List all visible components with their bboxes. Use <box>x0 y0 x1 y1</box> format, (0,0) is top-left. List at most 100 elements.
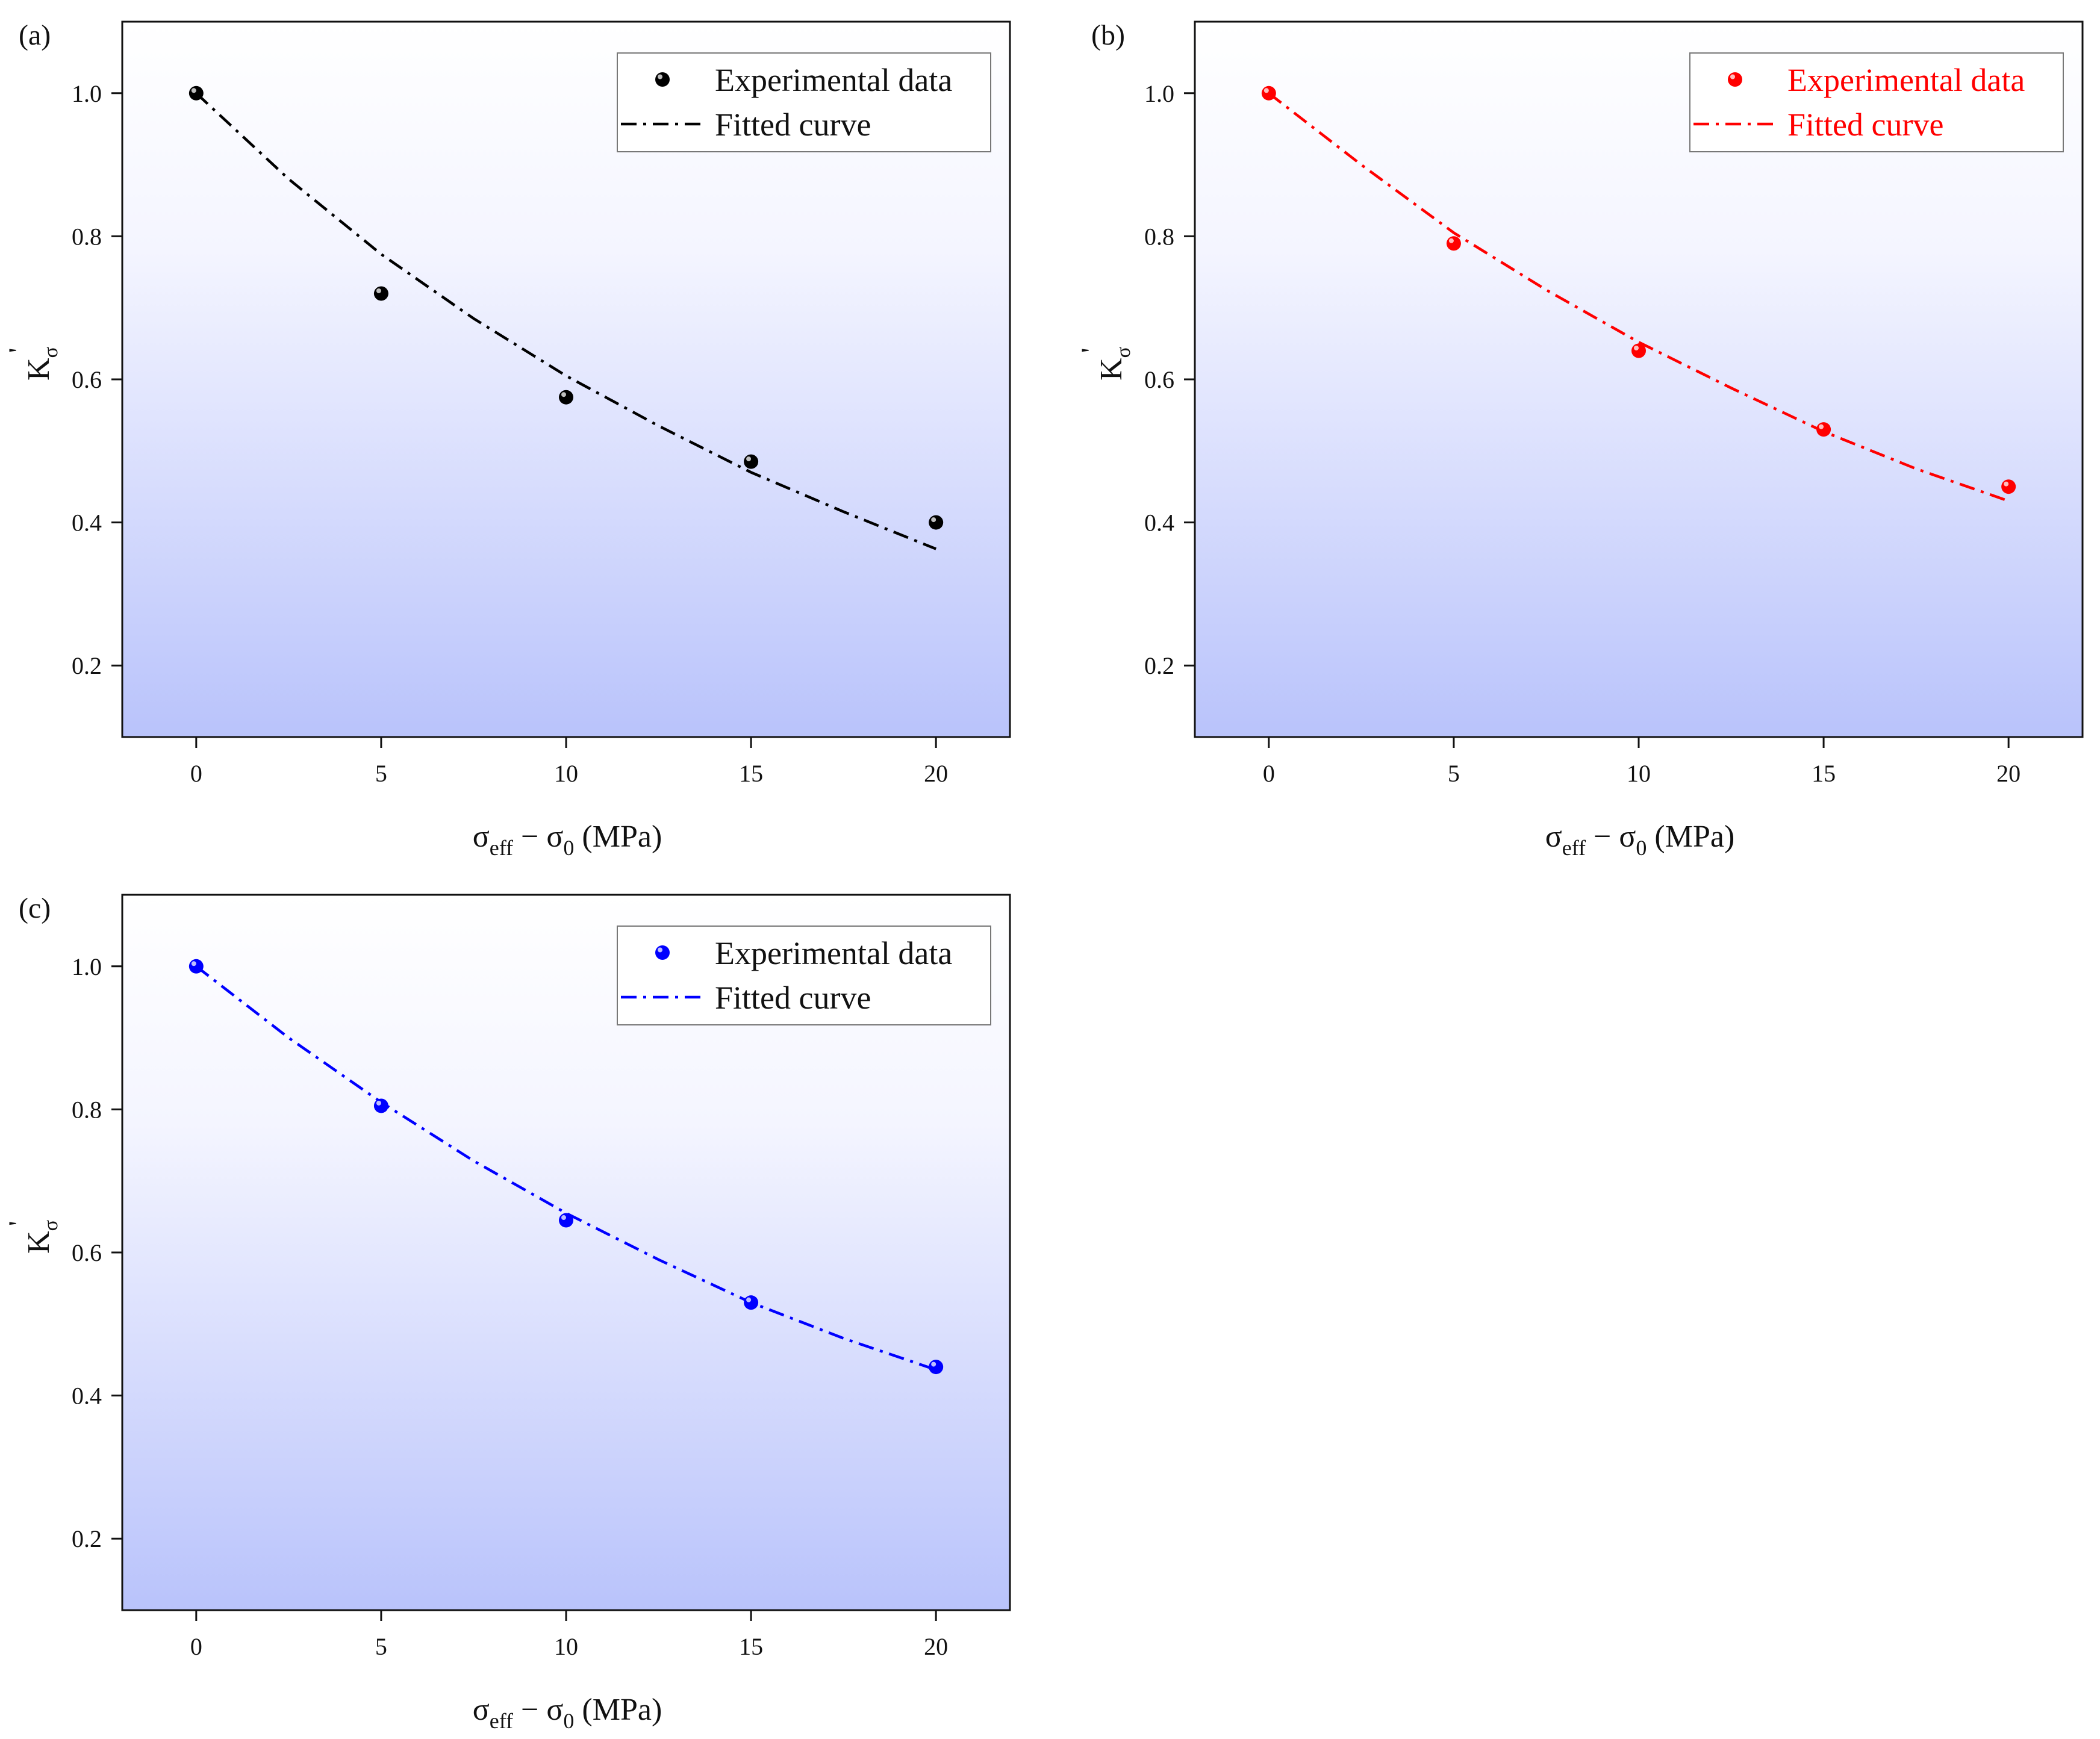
y-tick-label: 0.8 <box>72 223 102 250</box>
y-axis-title-prime: ' <box>1076 347 1108 353</box>
legend-marker-experimental <box>655 72 670 87</box>
y-tick-label: 0.2 <box>1144 652 1174 679</box>
y-axis-title-main: K <box>1094 358 1129 381</box>
x-axis-title-mid: − σ <box>513 820 563 854</box>
x-axis-title-sub-zero: 0 <box>563 836 574 860</box>
x-tick-label: 5 <box>375 1633 387 1660</box>
legend-box <box>617 925 991 1025</box>
data-point-highlight <box>931 1361 936 1367</box>
legend-marker-experimental <box>655 945 670 960</box>
data-point-highlight <box>746 456 752 462</box>
x-axis-title-sub-zero: 0 <box>563 1709 574 1733</box>
legend-marker-highlight <box>658 74 662 79</box>
y-tick-label: 0.6 <box>72 1239 102 1266</box>
x-tick-label: 10 <box>554 1633 578 1660</box>
y-axis-title-prime: ' <box>3 347 35 353</box>
data-point-highlight <box>561 392 566 397</box>
data-point-highlight <box>2004 481 2009 487</box>
x-tick-label: 10 <box>1627 760 1651 787</box>
data-point <box>559 1213 573 1228</box>
fitted-curve-line <box>195 965 936 1371</box>
panel-label: (b) <box>1091 19 1125 51</box>
x-tick-label: 20 <box>924 1633 948 1660</box>
legend-marker-highlight <box>1730 74 1735 79</box>
data-point-highlight <box>376 1100 381 1106</box>
y-tick-label: 0.4 <box>1144 509 1174 537</box>
data-point <box>1631 343 1646 358</box>
data-point <box>744 1295 759 1310</box>
y-tick-label: 0.2 <box>72 652 102 679</box>
x-tick-label: 10 <box>554 760 578 787</box>
y-tick-label: 0.6 <box>72 366 102 393</box>
data-point <box>559 390 573 405</box>
data-point <box>744 454 759 469</box>
y-axis-title-prime: ' <box>3 1221 35 1226</box>
y-tick-label: 1.0 <box>72 80 102 107</box>
legend-label-experimental: Experimental data <box>1787 62 2025 98</box>
y-tick-label: 1.0 <box>1144 80 1174 107</box>
data-point-highlight <box>931 517 936 523</box>
y-axis-title: Kσ ' <box>1076 347 1135 381</box>
legend: Experimental data Fitted curve <box>617 925 991 1025</box>
data-point <box>1816 422 1831 437</box>
chart-panel-2: 0 5 10 15 200.20.40.60.81.0(b)Kσ'σeff − σ0 (… <box>1076 19 2084 860</box>
data-point <box>929 515 944 530</box>
legend-box <box>617 52 991 152</box>
panel-label: (c) <box>19 892 51 924</box>
data-point-highlight <box>1634 345 1639 350</box>
x-axis-title: σeff − σ0 (MPa) <box>1545 820 1735 860</box>
x-axis-title: σeff − σ0 (MPa) <box>473 820 662 860</box>
x-axis-title-sub-eff: eff <box>490 1709 513 1733</box>
data-point-highlight <box>376 288 381 293</box>
legend-label-fitted: Fitted curve <box>715 107 871 143</box>
x-axis-title-unit: (MPa) <box>574 820 662 854</box>
x-tick-label: 5 <box>375 760 387 787</box>
y-tick-label: 1.0 <box>72 953 102 980</box>
y-tick-label: 0.4 <box>72 1383 102 1410</box>
legend-label-experimental: Experimental data <box>715 935 952 971</box>
data-point <box>373 1098 388 1113</box>
x-tick-label: 0 <box>1263 760 1275 787</box>
legend-label-fitted: Fitted curve <box>1787 107 1943 143</box>
legend-marker-highlight <box>658 947 662 953</box>
x-axis-title-sub-eff: eff <box>1562 836 1586 860</box>
x-axis-title-unit: (MPa) <box>574 1693 662 1727</box>
data-point-highlight <box>1263 88 1269 93</box>
data-point <box>373 286 388 301</box>
x-axis-title-sigma: σ <box>1545 820 1562 854</box>
chart-panel-1: 0 5 10 15 200.20.40.60.81.0(a)Kσ'σeff − σ0 (… <box>3 19 1011 860</box>
data-point-highlight <box>561 1215 566 1221</box>
x-axis-title-sigma: σ <box>473 820 490 854</box>
y-tick-label: 0.4 <box>72 509 102 537</box>
x-tick-label: 0 <box>190 760 202 787</box>
legend-label-experimental: Experimental data <box>715 62 952 98</box>
x-tick-label: 0 <box>190 1633 202 1660</box>
y-axis-title-sub: σ <box>1112 347 1135 358</box>
fitted-curve-line <box>195 92 937 550</box>
y-axis-title-sub: σ <box>40 1220 62 1231</box>
legend-marker-experimental <box>1728 72 1742 87</box>
x-axis-title-sub-eff: eff <box>490 836 513 860</box>
x-axis-title-sigma: σ <box>473 1693 490 1727</box>
x-tick-label: 20 <box>1996 760 2021 787</box>
data-point <box>1446 236 1461 251</box>
x-axis-title-mid: − σ <box>513 1693 563 1727</box>
y-axis-title-main: K <box>22 358 56 381</box>
x-axis-title-unit: (MPa) <box>1647 820 1734 854</box>
data-point <box>2001 479 2016 494</box>
x-axis-title: σeff − σ0 (MPa) <box>473 1693 662 1733</box>
x-tick-label: 5 <box>1448 760 1460 787</box>
legend: Experimental data Fitted curve <box>617 52 991 152</box>
data-point <box>189 959 204 974</box>
data-point <box>929 1360 944 1375</box>
x-axis-title-mid: − σ <box>1586 820 1636 854</box>
y-tick-label: 0.8 <box>1144 223 1174 250</box>
legend-box <box>1689 52 2064 152</box>
x-tick-label: 15 <box>739 760 763 787</box>
x-axis-title-sub-zero: 0 <box>1636 836 1647 860</box>
y-tick-label: 0.8 <box>72 1096 102 1123</box>
legend-label-fitted: Fitted curve <box>715 980 871 1016</box>
data-point-highlight <box>191 88 196 93</box>
data-point-highlight <box>191 961 196 966</box>
